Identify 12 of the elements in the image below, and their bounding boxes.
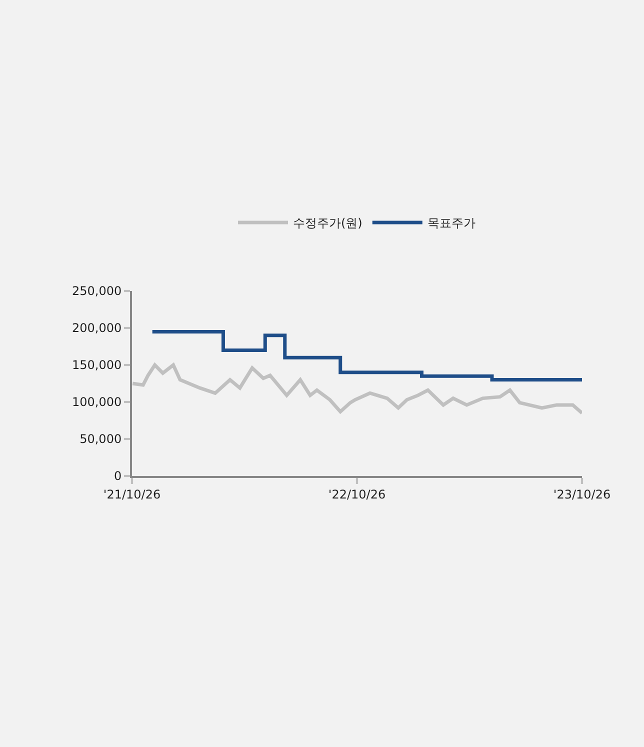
legend-label: 목표주가: [427, 216, 476, 230]
line-series: [132, 363, 582, 415]
y-tick-label: 200,000: [72, 321, 122, 336]
y-tick-label: 150,000: [72, 358, 122, 372]
y-tick-label: 250,000: [72, 284, 122, 298]
x-tick-label: '22/10/26: [328, 487, 386, 502]
y-tick-label: 0: [114, 469, 122, 484]
y-tick-label: 100,000: [72, 395, 122, 410]
x-tick-label: '21/10/26: [103, 487, 161, 502]
x-tick-label: '23/10/26: [553, 487, 611, 502]
y-tick-label: 50,000: [80, 432, 122, 446]
legend-label: 수정주가(원): [293, 216, 362, 230]
